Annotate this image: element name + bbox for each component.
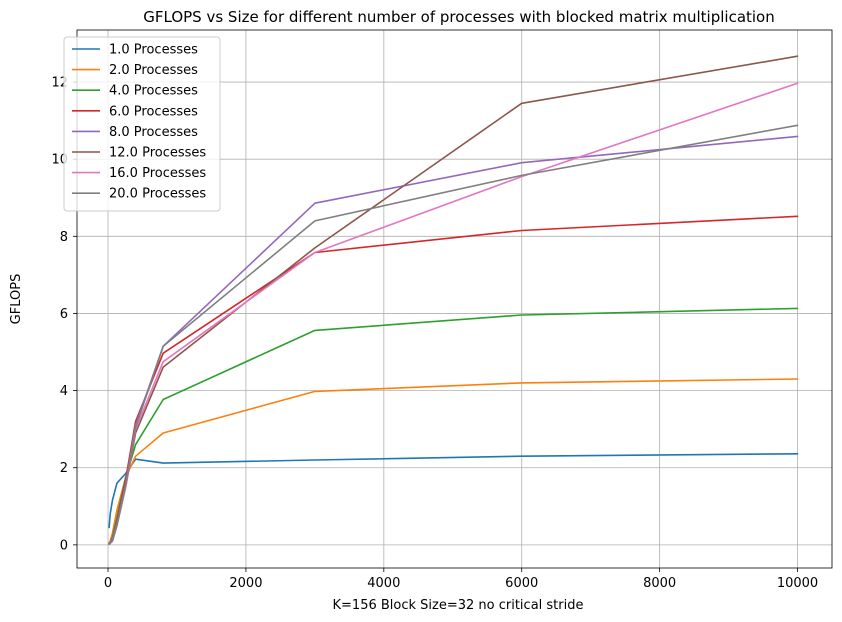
- series-line-1: [108, 378, 799, 544]
- y-tick-label: 8: [60, 230, 68, 245]
- x-tick-label: 2000: [229, 576, 262, 591]
- y-tick-label: 4: [60, 384, 68, 399]
- legend-label: 12.0 Processes: [109, 146, 206, 161]
- legend-label: 2.0 Processes: [109, 63, 198, 78]
- y-tick-label: 6: [60, 307, 68, 322]
- chart-title: GFLOPS vs Size for different number of p…: [143, 8, 775, 26]
- x-axis: 0 2000 4000 6000 8000 10000: [104, 568, 818, 591]
- legend-box: [63, 36, 221, 212]
- legend: 1.0 Processes 2.0 Processes 4.0 Processes 6…: [63, 36, 221, 212]
- legend-label: 1.0 Processes: [109, 43, 198, 58]
- x-tick-label: 10000: [777, 576, 818, 591]
- x-tick-label: 8000: [643, 576, 676, 591]
- legend-label: 8.0 Processes: [109, 125, 198, 140]
- x-tick-label: 0: [104, 576, 112, 591]
- y-tick-label: 2: [60, 461, 68, 476]
- plot-frame: [76, 29, 833, 569]
- series-line-2: [108, 307, 799, 545]
- series-line-0: [108, 452, 799, 529]
- legend-label: 6.0 Processes: [109, 104, 198, 119]
- legend-label: 16.0 Processes: [109, 166, 206, 181]
- y-tick-label: 0: [60, 538, 68, 553]
- series-lines: [108, 55, 799, 545]
- y-axis-label: GFLOPS: [9, 274, 24, 325]
- x-axis-label: K=156 Block Size=32 no critical stride: [333, 598, 584, 613]
- legend-label: 4.0 Processes: [109, 84, 198, 99]
- legend-label: 20.0 Processes: [109, 187, 206, 202]
- x-tick-label: 4000: [367, 576, 400, 591]
- series-line-7: [108, 124, 799, 545]
- x-tick-label: 6000: [505, 576, 538, 591]
